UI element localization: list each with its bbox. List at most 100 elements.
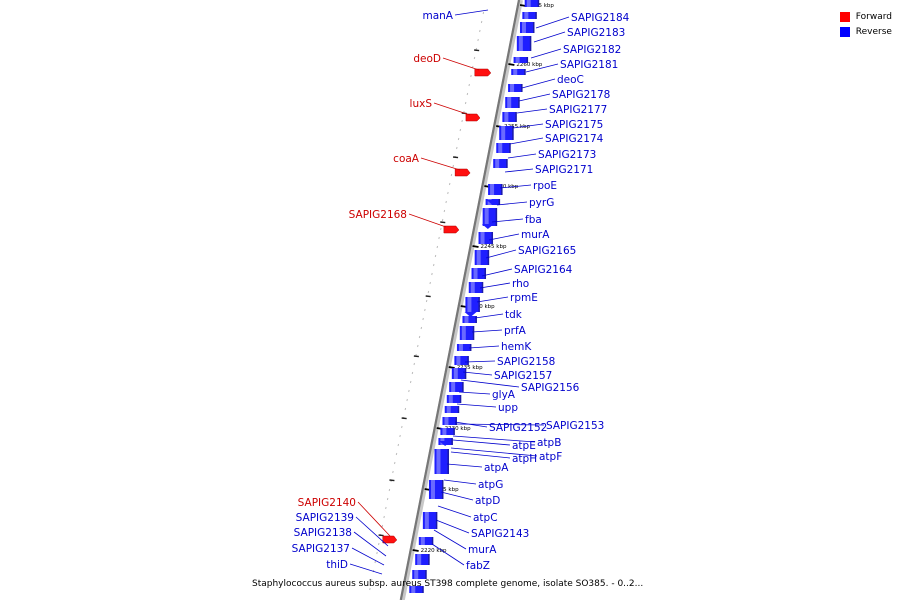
reverse-gene-label-leader <box>435 519 470 534</box>
reverse-gene-label-leader <box>454 9 489 16</box>
forward-track-dash <box>413 355 419 358</box>
reverse-gene-label-leader <box>454 423 545 426</box>
reverse-gene-label: prfA <box>504 325 527 337</box>
reverse-gene-label: atpA <box>484 462 509 474</box>
forward-track-mark <box>376 551 378 555</box>
forward-track-dash <box>474 49 480 52</box>
reverse-gene-label: rho <box>512 278 529 290</box>
genome-caption: Staphylococcus aureus subsp. aureus ST39… <box>252 579 644 589</box>
forward-gene <box>454 168 471 177</box>
reverse-gene <box>428 480 442 499</box>
reverse-gene-label: SAPIG2137 <box>292 543 350 555</box>
reverse-gene-label-leader <box>512 123 544 129</box>
reverse-gene-highlight <box>513 69 518 75</box>
reverse-gene-label-leader <box>351 547 385 566</box>
reverse-gene-label: SAPIG2138 <box>294 527 352 539</box>
scale-tick <box>472 245 479 248</box>
legend-forward-label: Forward <box>855 11 892 22</box>
reverse-gene <box>524 0 538 7</box>
reverse-gene-label: SAPIG2143 <box>471 528 529 540</box>
scale-tick-label: 2245 kbp <box>481 244 507 250</box>
scale-tick <box>448 366 455 369</box>
reverse-gene-label-leader <box>474 313 504 319</box>
reverse-gene-label-leader <box>452 435 536 443</box>
reverse-gene-label-leader <box>450 447 538 457</box>
reverse-gene-label-leader <box>464 360 496 363</box>
reverse-gene-label-leader <box>496 201 528 206</box>
forward-track-mark <box>417 344 419 348</box>
forward-track-mark <box>424 308 426 312</box>
forward-track-mark <box>418 335 421 339</box>
reverse-gene <box>412 570 426 579</box>
reverse-gene-label-leader <box>499 184 532 189</box>
forward-track-mark <box>422 317 424 321</box>
forward-track-mark <box>385 506 387 510</box>
reverse-gene-label: SAPIG2184 <box>571 12 630 24</box>
reverse-gene-label: rpmE <box>510 292 538 304</box>
forward-track-dash <box>378 534 384 537</box>
forward-track-mark <box>369 587 371 591</box>
forward-track-mark <box>457 137 460 141</box>
reverse-gene <box>468 282 482 293</box>
forward-gene <box>443 225 460 234</box>
forward-track-mark <box>452 164 454 168</box>
forward-track-mark <box>482 11 485 15</box>
reverse-gene-label: thiD <box>326 559 348 571</box>
reverse-gene-highlight <box>476 250 481 265</box>
scale-tick <box>508 63 515 66</box>
reverse-gene-label: SAPIG2174 <box>545 133 604 145</box>
reverse-gene-label: SAPIG2164 <box>514 264 573 276</box>
reverse-gene-label-leader <box>491 218 524 223</box>
forward-track-mark <box>434 254 437 258</box>
reverse-gene-highlight <box>501 126 506 140</box>
forward-track-mark <box>392 470 394 474</box>
scale-tick-label: 2250 kbp <box>492 184 518 190</box>
reverse-gene-label-leader <box>443 479 477 485</box>
scale-tick-label: 2220 kbp <box>421 548 447 554</box>
forward-track-mark <box>420 326 423 330</box>
reverse-gene-label-leader <box>507 153 537 159</box>
reverse-gene-label: atpF <box>539 451 562 463</box>
forward-track-mark <box>477 38 479 42</box>
reverse-gene-label-leader <box>530 48 562 59</box>
reverse-gene-label: atpE <box>512 440 536 452</box>
reverse-gene-label: fba <box>525 214 542 226</box>
forward-track-mark <box>456 146 458 150</box>
reverse-gene <box>418 537 432 545</box>
legend-reverse-label: Reverse <box>855 26 892 37</box>
scale-tick-label: 2265 kbp <box>528 3 554 9</box>
reverse-gene-label: murA <box>468 544 497 556</box>
reverse-gene <box>478 232 492 244</box>
forward-track-mark <box>386 497 389 501</box>
reverse-gene-highlight <box>498 143 503 153</box>
genome-backbone <box>399 0 523 600</box>
reverse-gene-arrow <box>439 441 452 446</box>
reverse-gene-label-leader <box>521 78 556 89</box>
forward-track-mark <box>411 371 414 375</box>
reverse-gene-label-leader <box>516 108 548 114</box>
reverse-gene <box>409 586 423 593</box>
reverse-gene-highlight <box>444 417 449 425</box>
reverse-gene-label-leader <box>504 168 534 173</box>
reverse-gene-label: upp <box>498 402 518 414</box>
forward-track-mark <box>447 191 449 195</box>
reverse-gene <box>459 326 473 340</box>
reverse-gene-highlight <box>424 512 429 529</box>
scale-tick-label: 2230 kbp <box>445 426 471 432</box>
reverse-gene-label-leader <box>518 93 551 102</box>
gene-features <box>382 0 540 593</box>
reverse-gene-highlight <box>448 395 453 403</box>
reverse-swatch <box>839 26 850 37</box>
forward-gene-label-leader <box>408 213 447 228</box>
reverse-gene-arrow <box>481 224 494 229</box>
forward-gene <box>382 535 398 544</box>
forward-track-mark <box>473 56 476 60</box>
reverse-gene <box>440 428 454 435</box>
reverse-gene-label-leader <box>535 16 570 29</box>
forward-track-mark <box>443 209 446 213</box>
forward-track-ticks <box>369 11 485 591</box>
forward-track-mark <box>381 524 384 528</box>
forward-track-mark <box>383 515 385 519</box>
reverse-gene <box>502 112 516 122</box>
backbone-line <box>399 0 521 600</box>
